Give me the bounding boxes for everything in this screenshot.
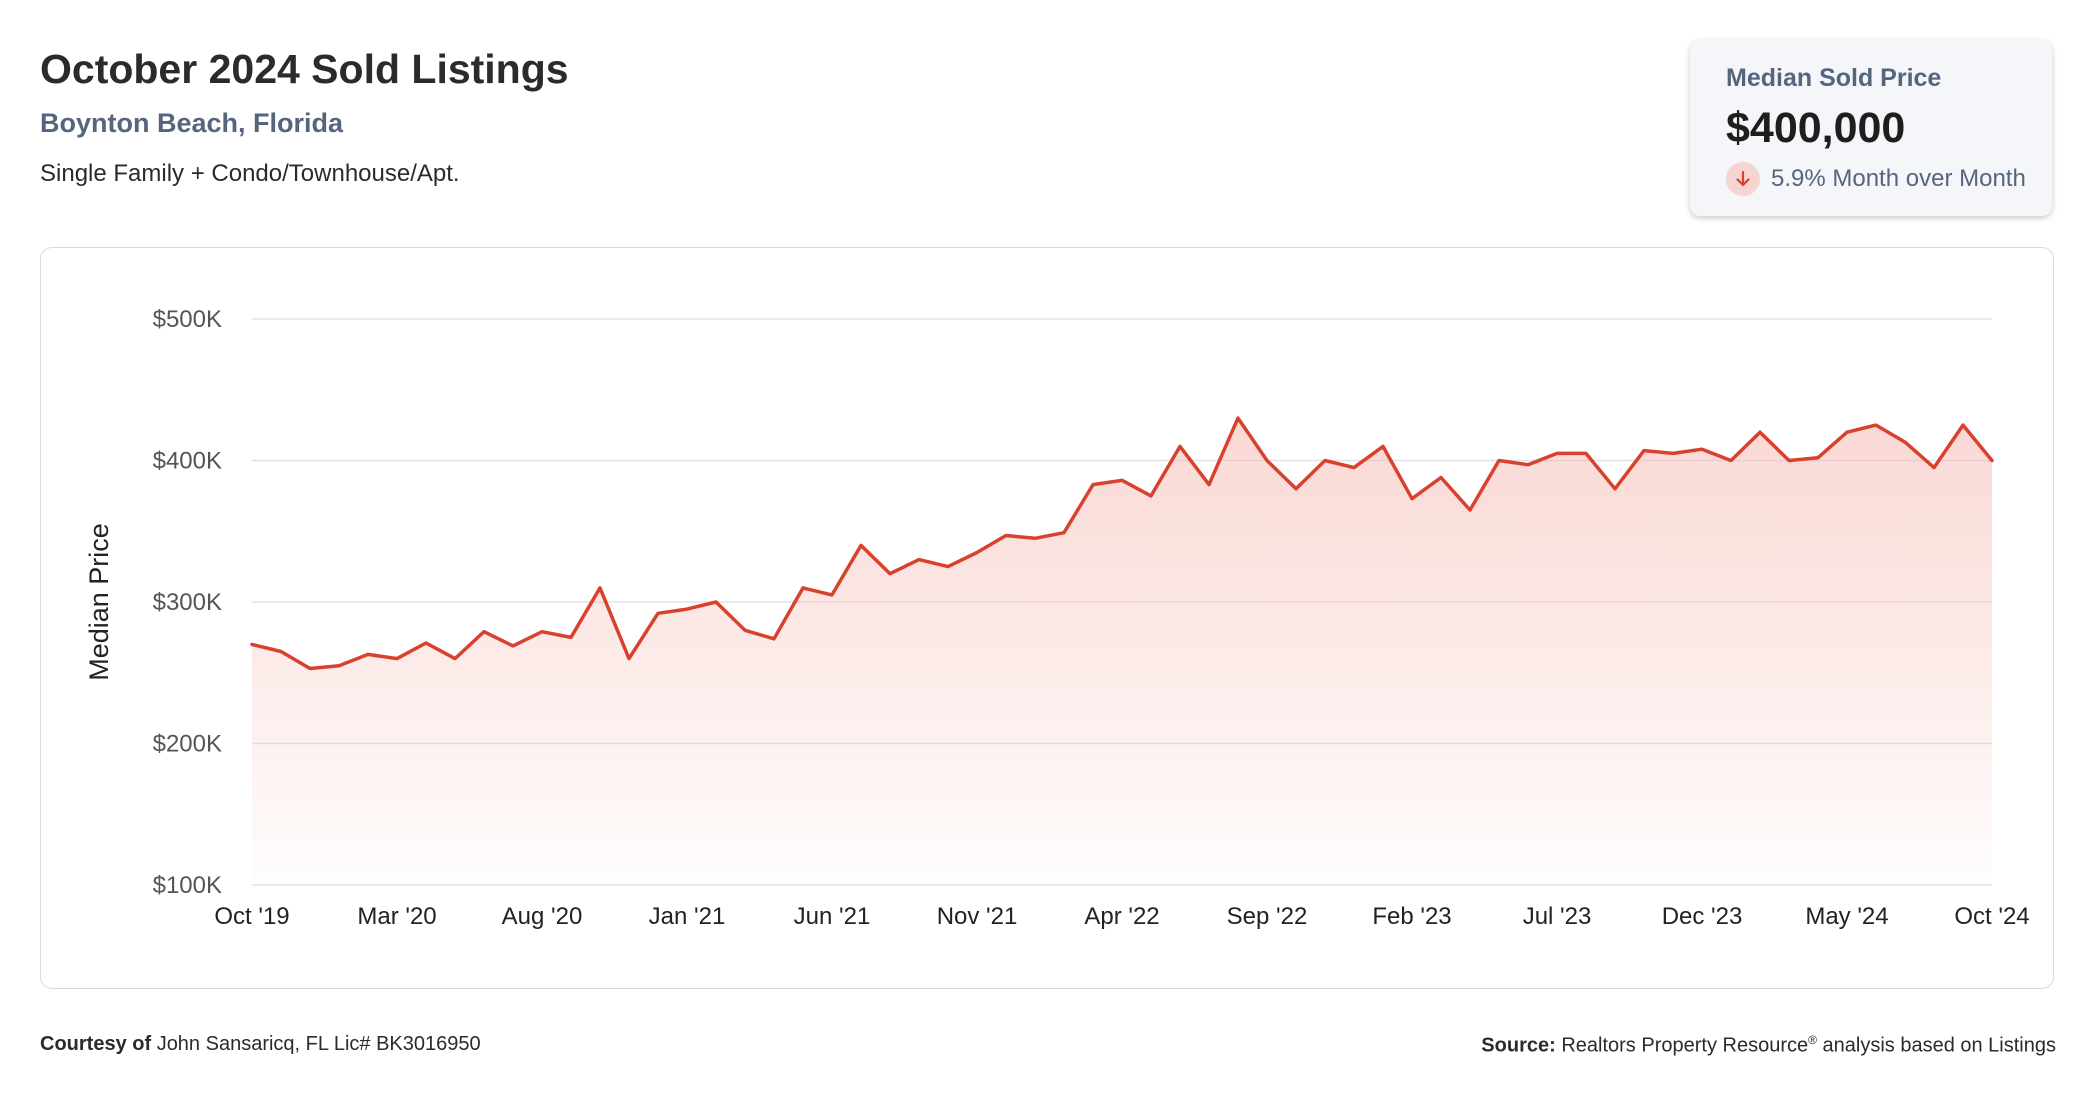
courtesy-label: Courtesy of [40,1033,152,1055]
stat-value: $400,000 [1726,104,1906,152]
y-tick-label: $500K [153,306,222,333]
x-tick-label: Mar '20 [357,903,436,930]
stat-change-text: 5.9% Month over Month [1771,165,2026,192]
median-price-chart: $100K $200K $300K $400K $500K Median Price Oct… [84,306,2030,930]
stat-label: Median Sold Price [1726,64,1942,92]
location-subtitle: Boynton Beach, Florida [40,108,344,138]
price-area [252,418,1992,885]
arrow-down-icon [1726,162,1760,196]
x-tick-label: Apr '22 [1084,903,1159,930]
page-title: October 2024 Sold Listings [40,46,569,92]
x-tick-label: Dec '23 [1662,903,1743,930]
y-tick-label: $300K [153,589,222,616]
x-tick-label: Jun '21 [794,903,871,930]
x-tick-label: Feb '23 [1372,903,1451,930]
source-note: Source: Realtors Property Resource® anal… [1481,1033,2056,1058]
median-price-card: Median Sold Price $400,000 5.9% Month ov… [1690,40,2052,216]
source-text: Realtors Property Resource [1561,1034,1809,1057]
x-tick-label: Sep '22 [1227,903,1308,930]
y-axis-label: Median Price [84,523,114,681]
x-tick-label: Jan '21 [649,903,726,930]
y-tick-label: $100K [153,872,222,899]
source-suffix: analysis based on Listings [1822,1034,2056,1057]
price-line [250,416,1994,671]
stat-change: 5.9% Month over Month [1726,162,2026,196]
y-tick-label: $400K [153,448,222,475]
x-tick-label: Oct '24 [1954,903,2029,930]
property-types: Single Family + Condo/Townhouse/Apt. [40,160,460,187]
x-tick-label: Oct '19 [214,903,289,930]
x-tick-label: Jul '23 [1523,903,1592,930]
courtesy-note: Courtesy of John Sansaricq, FL Lic# BK30… [40,1033,481,1056]
x-tick-label: May '24 [1805,903,1888,930]
x-tick-label: Nov '21 [937,903,1018,930]
registered-mark: ® [1808,1033,1817,1047]
y-tick-label: $200K [153,731,222,758]
source-label: Source: [1481,1034,1556,1057]
x-tick-label: Aug '20 [502,903,583,930]
chart-panel: $100K $200K $300K $400K $500K Median Price Oct… [40,247,2054,989]
courtesy-text: John Sansaricq, FL Lic# BK3016950 [156,1033,481,1055]
